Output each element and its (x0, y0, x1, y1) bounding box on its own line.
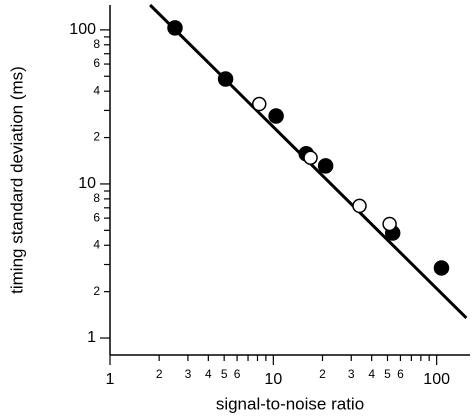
x-tick-label: 5 (384, 367, 391, 381)
y-tick-label: 8 (93, 37, 100, 51)
x-tick-label: 100 (423, 371, 450, 388)
x-tick-label: 2 (156, 367, 163, 381)
y-tick-label: 6 (93, 56, 100, 70)
filled-point (217, 71, 234, 87)
x-axis-label: signal-to-noise ratio (216, 394, 364, 413)
y-tick-label: 100 (69, 21, 96, 38)
y-tick-label: 6 (93, 210, 100, 224)
y-tick-label: 4 (93, 83, 100, 97)
filled-point (317, 158, 334, 174)
x-tick-label: 2 (319, 367, 326, 381)
x-tick-label: 6 (397, 367, 404, 381)
y-axis-label: timing standard deviation (ms) (7, 66, 26, 294)
x-tick-label: 1 (106, 371, 115, 388)
y-tick-label: 8 (93, 191, 100, 205)
y-tick-label: 2 (93, 130, 100, 144)
open-point (382, 216, 397, 232)
x-tick-label: 4 (368, 367, 375, 381)
open-point (352, 198, 367, 214)
open-point (303, 150, 318, 165)
y-tick-label: 1 (87, 329, 96, 346)
y-tick-label: 2 (93, 284, 100, 298)
y-tick-label: 4 (93, 237, 100, 251)
filled-point (167, 20, 183, 36)
x-tick-label: 5 (221, 367, 228, 381)
x-tick-label: 3 (348, 367, 355, 381)
x-tick-label: 4 (205, 367, 212, 381)
x-tick-label: 10 (264, 371, 282, 388)
x-tick-label: 3 (185, 367, 192, 381)
y-tick-label: 10 (78, 175, 96, 192)
filled-point (433, 260, 450, 276)
open-point (252, 96, 267, 112)
x-tick-label: 6 (234, 367, 241, 381)
filled-point (268, 108, 284, 124)
